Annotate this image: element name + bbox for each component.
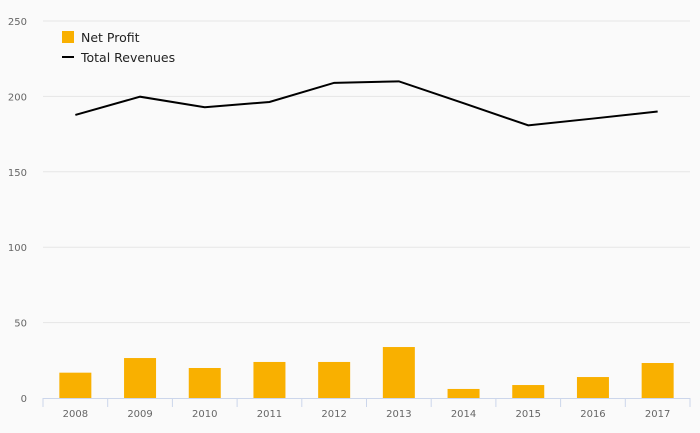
x-tick-label: 2010	[192, 409, 217, 420]
bar-net-profit	[188, 367, 221, 398]
bar-net-profit	[318, 361, 351, 398]
x-tick-label: 2016	[580, 409, 605, 420]
x-tick-label: 2014	[451, 409, 476, 420]
x-tick-label: 2011	[257, 409, 282, 420]
legend-label-total-revenues: Total Revenues	[81, 49, 176, 65]
y-tick-label: 100	[8, 243, 27, 254]
x-tick-label: 2017	[645, 409, 670, 420]
bar-net-profit	[59, 372, 92, 398]
bar-net-profit	[253, 361, 286, 398]
x-tick-label: 2013	[386, 409, 411, 420]
bar-net-profit	[641, 363, 674, 398]
y-tick-label: 50	[14, 319, 27, 330]
bar-net-profit	[447, 388, 480, 398]
bar-net-profit	[512, 385, 545, 398]
x-tick-label: 2009	[127, 409, 152, 420]
y-tick-label: 200	[8, 92, 27, 103]
line-total-revenues	[75, 80, 658, 127]
x-tick-label: 2012	[321, 409, 346, 420]
legend-item-total-revenues[interactable]: Total Revenues	[62, 47, 175, 67]
bar-net-profit	[576, 377, 609, 398]
y-tick-label: 150	[8, 168, 27, 179]
legend-swatch-total-revenues	[62, 56, 74, 58]
legend-label-net-profit: Net Profit	[81, 29, 140, 45]
bar-net-profit	[124, 358, 157, 398]
legend-swatch-net-profit	[62, 31, 74, 43]
x-tick-label: 2008	[63, 409, 88, 420]
legend: Net Profit Total Revenues	[62, 27, 175, 67]
y-tick-label: 250	[8, 17, 27, 28]
legend-item-net-profit[interactable]: Net Profit	[62, 27, 175, 47]
x-tick-label: 2015	[516, 409, 541, 420]
y-tick-label: 0	[21, 394, 27, 405]
bar-net-profit	[382, 347, 415, 398]
